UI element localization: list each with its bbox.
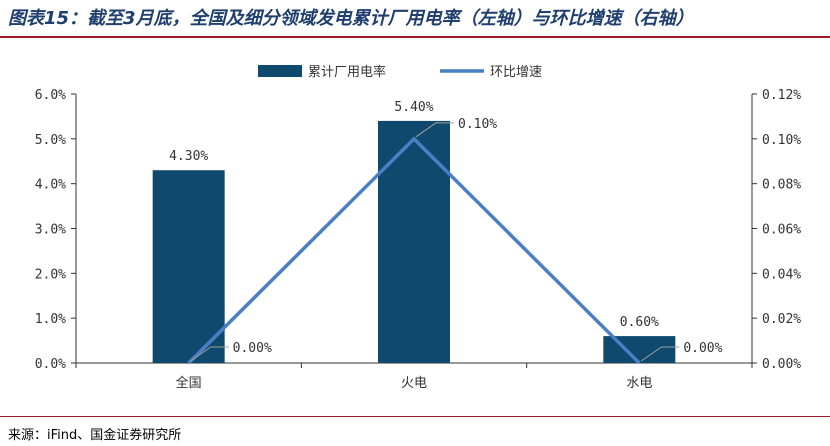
left-tick-label: 6.0% [35,88,66,103]
legend-swatch-bar [258,65,302,77]
right-tick-label: 0.04% [762,267,801,282]
left-tick-label: 2.0% [35,267,66,282]
bar-value-label: 0.60% [620,315,659,330]
right-tick-label: 0.12% [762,88,801,103]
legend-label: 累计厂用电率 [308,64,386,80]
line-label-leader [415,122,437,138]
source-note: 来源：iFind、国金证券研究所 [8,428,182,443]
left-tick-label: 3.0% [35,223,66,238]
figure-title: 图表15：截至3月底，全国及细分领域发电累计厂用电率（左轴）与环比增速（右轴） [8,8,694,29]
bar-value-label: 4.30% [169,149,208,164]
right-tick-label: 0.00% [762,357,801,372]
line-value-label: 0.00% [233,341,272,356]
right-tick-label: 0.02% [762,312,801,327]
line-series [187,136,641,365]
right-tick-label: 0.10% [762,133,801,148]
line-value-label: 0.10% [458,117,497,132]
legend-label: 环比增速 [490,65,542,80]
line-label-leader [190,346,211,362]
left-tick-label: 0.0% [35,357,66,372]
left-tick-label: 4.0% [35,178,66,193]
line-value-label: 0.00% [683,341,722,356]
category-label: 水电 [626,376,652,391]
bar-value-label: 5.40% [394,100,433,115]
bar [152,170,225,363]
title-rule [0,36,830,38]
right-tick-label: 0.06% [762,223,801,238]
right-tick-label: 0.08% [762,178,801,193]
left-tick-label: 1.0% [35,312,66,327]
category-label: 全国 [176,375,202,391]
source-rule [0,416,830,417]
left-tick-label: 5.0% [35,133,66,148]
category-label: 火电 [401,376,427,391]
line-label-leader [641,346,662,362]
bar [378,120,450,364]
